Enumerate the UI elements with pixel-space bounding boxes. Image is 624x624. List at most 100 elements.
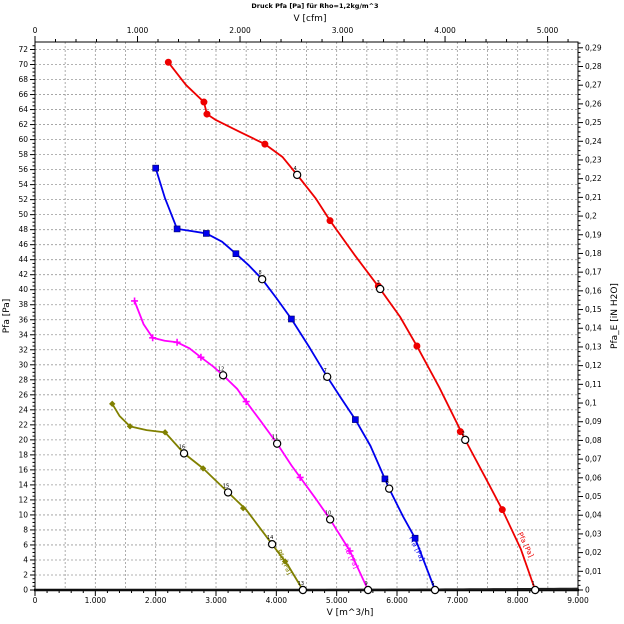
left-tick-label: 60 <box>18 135 28 144</box>
fan-curve-1-marker-circle <box>200 98 208 106</box>
left-tick-label: 28 <box>18 375 28 384</box>
operating-point <box>223 488 233 497</box>
left-tick-label: 42 <box>18 270 28 279</box>
right-tick-label: 0,25 <box>585 118 602 127</box>
left-tick-label: 68 <box>18 75 28 84</box>
right-tick-label: 0,14 <box>585 324 602 333</box>
left-tick-label: 46 <box>18 240 28 249</box>
operating-point <box>363 585 373 595</box>
top-tick-label: 0 <box>33 26 38 35</box>
fan-curve-4 <box>111 403 304 591</box>
left-tick-label: 66 <box>18 90 28 99</box>
operating-point <box>298 585 308 595</box>
operating-point-label: 3 <box>377 280 380 286</box>
right-tick-label: 0,23 <box>585 155 602 164</box>
right-tick-label: 0,01 <box>585 567 602 576</box>
right-tick-label: 0,03 <box>585 529 602 538</box>
left-tick-label: 62 <box>18 120 28 129</box>
top-tick-label: 3.000 <box>332 26 354 35</box>
fan-curve-3-marker-plus <box>173 338 181 346</box>
fan-curve-4-marker-diamond <box>161 429 169 436</box>
right-tick-label: 0,28 <box>585 62 602 71</box>
fan-curve-2-label: Pfa [Pa] <box>407 535 426 563</box>
operating-point <box>430 585 440 595</box>
left-tick-label: 6 <box>23 540 28 549</box>
fan-curve-3-marker-plus <box>346 547 354 555</box>
left-tick-label: 22 <box>18 420 28 429</box>
operating-point <box>325 515 335 524</box>
left-tick-label: 38 <box>18 300 28 309</box>
right-tick-label: 0,1 <box>585 399 597 408</box>
operating-point-label: 13 <box>298 581 304 587</box>
left-tick-label: 48 <box>18 225 28 234</box>
left-tick-label: 26 <box>18 390 28 399</box>
bottom-tick-label: 0 <box>33 596 38 605</box>
fan-curve-1-marker-circle <box>164 58 172 66</box>
operating-point-label: 16 <box>179 444 185 450</box>
operating-point-label: 14 <box>267 535 273 541</box>
fan-curve-3-marker-plus <box>296 473 304 481</box>
top-tick-label: 5.000 <box>537 26 559 35</box>
right-tick-label: 0,18 <box>585 249 602 258</box>
operating-point-label: 10 <box>325 510 331 516</box>
right-tick-label: 0,27 <box>585 81 602 90</box>
top-tick-label: 4.000 <box>434 26 456 35</box>
left-tick-label: 0 <box>23 586 28 595</box>
fan-curve-2-marker-square <box>411 534 419 542</box>
bottom-tick-label: 1.000 <box>85 596 107 605</box>
operating-point <box>218 371 228 380</box>
fan-curve-3-marker-plus <box>149 334 157 342</box>
operating-point <box>322 372 332 382</box>
right-tick-label: 0,12 <box>585 361 602 370</box>
operating-point-label: 5 <box>431 581 434 587</box>
fan-curve-4-marker-diamond <box>109 400 116 408</box>
top-tick-label: 2.000 <box>229 26 251 35</box>
operating-point <box>461 435 470 445</box>
right-tick-label: 0,11 <box>585 380 602 389</box>
bottom-tick-label: 2.000 <box>145 596 167 605</box>
operating-point <box>375 284 385 294</box>
left-tick-label: 40 <box>18 285 28 294</box>
fan-curve-1 <box>167 61 537 591</box>
operating-point-label: 4 <box>294 166 297 172</box>
operating-point <box>267 540 277 549</box>
right-tick-label: 0,19 <box>585 230 602 239</box>
bottom-tick-label: 8.000 <box>507 596 529 605</box>
left-tick-label: 34 <box>18 330 28 339</box>
operating-point <box>257 275 267 284</box>
bottom-tick-label: 7.000 <box>447 596 469 605</box>
left-tick-label: 72 <box>18 45 28 54</box>
fan-curve-4-marker-diamond <box>126 423 134 430</box>
left-tick-label: 50 <box>18 210 28 219</box>
left-tick-label: 20 <box>18 435 28 444</box>
left-tick-label: 14 <box>18 480 28 489</box>
right-tick-label: 0,17 <box>585 268 602 277</box>
fan-curve-1-marker-circle <box>498 506 506 514</box>
left-tick-label: 18 <box>18 450 28 459</box>
fan-curve-1-marker-circle <box>413 342 421 350</box>
operating-point <box>292 170 302 180</box>
fan-curve-2-marker-square <box>173 225 181 233</box>
fan-curve-1-marker-circle <box>203 110 211 118</box>
left-tick-label: 30 <box>18 360 28 369</box>
operating-point-label: 1 <box>532 581 535 587</box>
fan-curve-3-marker-plus <box>131 297 139 305</box>
right-tick-label: 0,21 <box>585 193 602 202</box>
operating-point-label: 8 <box>259 270 262 276</box>
left-tick-label: 52 <box>18 195 28 204</box>
right-tick-label: 0,15 <box>585 305 602 314</box>
left-tick-label: 16 <box>18 465 28 474</box>
right-tick-label: 0 <box>585 586 590 595</box>
bottom-tick-label: 6.000 <box>386 596 408 605</box>
operating-point-label: 15 <box>223 483 229 489</box>
fan-curve-3-marker-plus <box>197 353 205 361</box>
right-tick-label: 0,2 <box>585 212 597 221</box>
bottom-axis-label: V [m^3/h] <box>327 608 374 618</box>
fan-curve-2-marker-square <box>352 416 359 423</box>
left-tick-label: 44 <box>18 255 28 264</box>
chart-generated-layers: 0 1.000 2.000 3.000 4.000 5.000 6.000 7.000 8.00… <box>18 26 601 605</box>
fan-curve-2-marker-square <box>381 475 389 483</box>
right-tick-label: 0,06 <box>585 473 602 482</box>
